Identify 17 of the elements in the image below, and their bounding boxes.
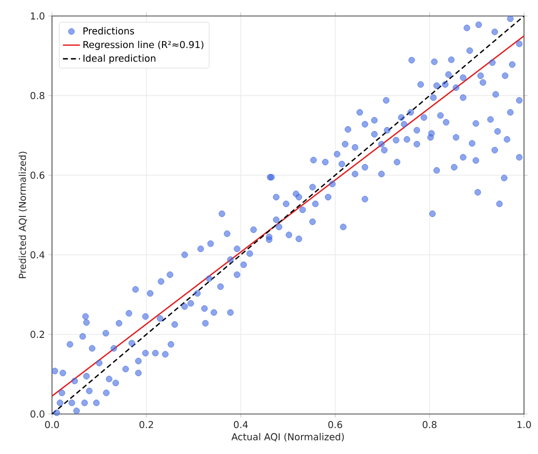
x-tick-label: 0.0 — [45, 421, 59, 428]
x-axis-title: Actual AQI (Normalized) — [231, 433, 344, 442]
y-axis-title: Predicted AQI (Normalized) — [18, 152, 28, 278]
y-tick-label: 1.0 — [30, 12, 44, 20]
x-tick-label: 1.0 — [518, 421, 531, 428]
y-tick-label: 0.4 — [30, 251, 44, 258]
y-tick-label: 0.0 — [30, 410, 44, 418]
y-tick-label: 0.2 — [30, 330, 44, 338]
legend-label: Regression line (R²≈0.91) — [83, 40, 204, 50]
legend-label: Predictions — [83, 27, 134, 34]
y-tick-label: 0.8 — [30, 92, 44, 100]
x-tick-label: 0.4 — [234, 421, 248, 428]
x-tick-label: 0.2 — [140, 421, 153, 428]
x-tick-label: 0.6 — [328, 421, 342, 428]
x-tick-label: 0.8 — [422, 421, 436, 428]
y-tick-label: 0.6 — [30, 172, 44, 179]
legend-label: Ideal prediction — [83, 54, 156, 64]
